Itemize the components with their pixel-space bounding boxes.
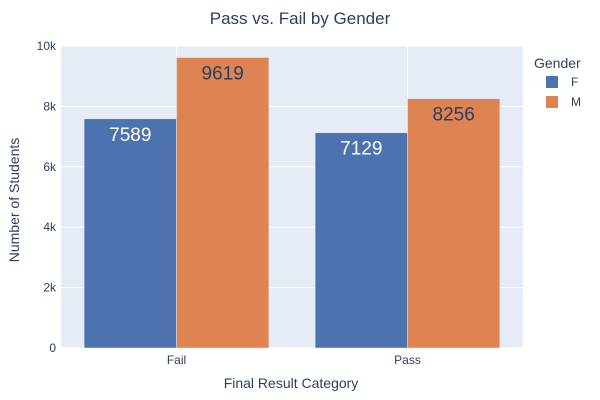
bar-M-Fail[interactable]: [176, 57, 270, 349]
y-tick-label: 2k: [43, 281, 57, 295]
bar-M-Pass[interactable]: [407, 98, 501, 349]
data-label-M-Pass: 8256: [433, 105, 475, 126]
y-tick-label: 4k: [43, 220, 57, 234]
y-tick-label: 10k: [37, 39, 57, 53]
legend-title: Gender: [534, 55, 581, 71]
data-label-F-Pass: 7129: [340, 139, 382, 160]
bars: [83, 57, 501, 349]
x-tick-label: Fail: [167, 353, 186, 367]
x-axis-title: Final Result Category: [224, 375, 359, 391]
data-label-M-Fail: 9619: [202, 64, 244, 85]
bar-F-Pass[interactable]: [314, 132, 408, 349]
legend-swatch-F[interactable]: [546, 76, 558, 88]
data-labels: 7589 7129 9619 8256: [109, 64, 475, 160]
x-tick-label: Pass: [394, 353, 421, 367]
y-axis-ticks: 0 2k 4k 6k 8k 10k: [37, 39, 57, 355]
y-tick-label: 0: [49, 341, 56, 355]
legend-label-F[interactable]: F: [571, 75, 578, 89]
data-label-F-Fail: 7589: [109, 125, 151, 146]
y-tick-label: 8k: [43, 99, 57, 113]
chart-title: Pass vs. Fail by Gender: [210, 9, 391, 28]
bar-F-Fail[interactable]: [83, 118, 177, 349]
legend-swatch-M[interactable]: [546, 96, 558, 108]
y-axis-title: Number of Students: [6, 138, 22, 263]
legend[interactable]: Gender FM: [534, 55, 581, 109]
legend-label-M[interactable]: M: [571, 95, 581, 109]
legend-items[interactable]: FM: [546, 75, 581, 109]
y-tick-label: 6k: [43, 160, 57, 174]
x-axis-ticks: Fail Pass: [167, 353, 421, 367]
